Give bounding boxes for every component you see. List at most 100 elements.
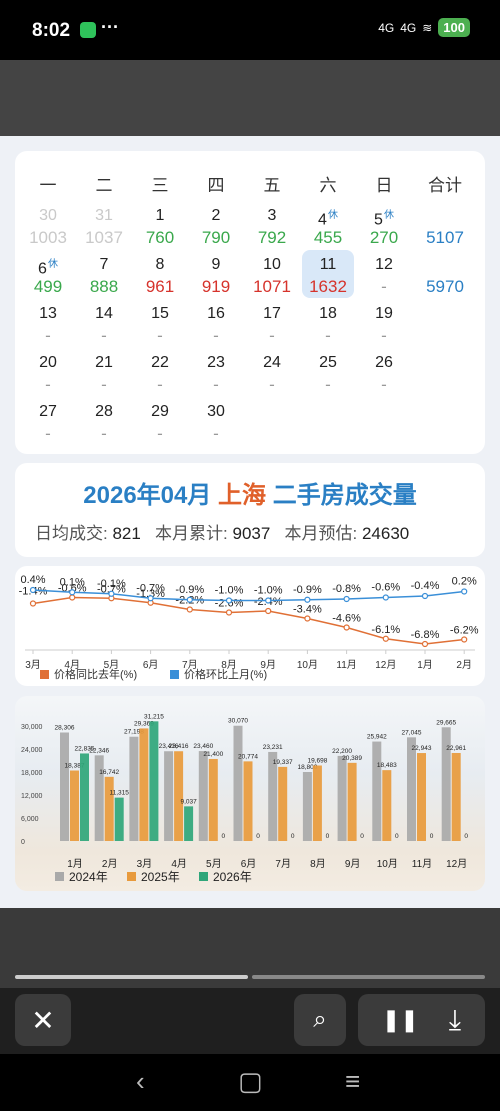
day-number: 24 [263, 354, 281, 371]
data-label: -4.6% [332, 613, 361, 625]
calendar-day[interactable]: 31 1037 [76, 206, 132, 250]
day-number: 4休 [318, 210, 338, 229]
battery-icon: 100 [438, 18, 470, 37]
bar [268, 751, 278, 841]
bar-label: 22,835 [75, 745, 95, 752]
calendar-day[interactable]: 11 1632 [300, 255, 356, 299]
calendar-day[interactable]: 6休 499 [20, 255, 76, 299]
calendar-day[interactable]: 30 1003 [20, 206, 76, 250]
calendar-day[interactable]: 13 - [20, 304, 76, 348]
calendar-day[interactable]: 30 - [188, 402, 244, 446]
day-number: 17 [263, 305, 281, 322]
calendar-day[interactable]: 25 - [300, 353, 356, 397]
back-icon[interactable]: ‹ [136, 1066, 145, 1096]
calendar-day[interactable]: 5休 270 [356, 206, 412, 250]
bar-label: 23,460 [193, 743, 213, 750]
week-total: 5970 [417, 255, 473, 299]
calendar-day[interactable]: 29 - [132, 402, 188, 446]
calendar-day[interactable]: 10 1071 [244, 255, 300, 299]
home-icon[interactable]: ▢ [238, 1066, 263, 1096]
title-date: 2026年04月 [83, 482, 212, 509]
calendar-day[interactable]: 14 - [76, 304, 132, 348]
day-number: 5休 [374, 210, 394, 229]
data-point [304, 615, 311, 622]
close-button[interactable]: ✕ [15, 994, 71, 1046]
scan-icon: ⌕ [313, 1006, 327, 1033]
calendar-card: 一二三四五六日合计 30 1003 31 1037 1 760 2 790 3 792 4休 455 5休… [15, 151, 485, 454]
data-label: -0.8% [332, 583, 361, 595]
bar [372, 741, 382, 841]
day-volume: 792 [257, 228, 287, 247]
day-number: 8 [155, 256, 165, 273]
calendar-day[interactable]: 28 - [76, 402, 132, 446]
title-city: 上海 [218, 482, 267, 509]
calendar-day[interactable]: 26 - [356, 353, 412, 397]
y-tick-label: 24,000 [21, 747, 43, 754]
day-volume: 270 [369, 228, 399, 247]
weekday-header: 三 [151, 176, 169, 195]
day-volume: - [269, 375, 275, 394]
day-volume: 790 [201, 228, 231, 247]
summary-stats: 日均成交: 821 本月累计: 9037 本月预估: 24630 [35, 519, 409, 544]
calendar-day[interactable]: 24 - [244, 353, 300, 397]
day-number: 18 [319, 305, 337, 322]
bar [208, 758, 218, 841]
shared-image-content: 一二三四五六日合计 30 1003 31 1037 1 760 2 790 3 792 4休 455 5休… [0, 136, 500, 908]
data-point [421, 592, 429, 600]
x-tick-label: 6月 [241, 858, 257, 870]
calendar-day[interactable]: 21 - [76, 353, 132, 397]
legend-label: 2026年 [213, 870, 252, 884]
calendar-day[interactable]: 8 961 [132, 255, 188, 299]
calendar-day[interactable]: 23 - [188, 353, 244, 397]
x-tick-label: 5月 [104, 659, 120, 671]
calendar-day[interactable]: 17 - [244, 304, 300, 348]
scan-button[interactable]: ⌕ [294, 994, 346, 1046]
calendar-day[interactable]: 20 - [20, 353, 76, 397]
y-tick-label: 6,000 [21, 816, 39, 823]
calendar-day[interactable]: 7 888 [76, 255, 132, 299]
day-number: 13 [39, 305, 57, 322]
bar [441, 727, 451, 841]
page-indicator-active[interactable] [15, 975, 248, 979]
bar-label: 0 [430, 833, 434, 840]
selected-day-highlight [302, 250, 354, 298]
bar-label: 19,337 [273, 759, 293, 766]
holiday-badge: 休 [383, 210, 394, 221]
data-point [343, 624, 350, 631]
calendar-day[interactable]: 16 - [188, 304, 244, 348]
day-volume: - [381, 277, 387, 296]
day-volume: 1037 [85, 228, 123, 247]
calendar-day[interactable]: 12 - [356, 255, 412, 299]
status-time: 8:02 [32, 20, 71, 41]
daily-value: 821 [112, 524, 141, 543]
calendar-day[interactable]: 27 - [20, 402, 76, 446]
calendar-day[interactable]: 15 - [132, 304, 188, 348]
calendar-day[interactable]: 22 - [132, 353, 188, 397]
day-number: 26 [375, 354, 393, 371]
page-indicator[interactable] [252, 975, 485, 979]
bar-label: 9,037 [180, 798, 197, 805]
calendar-day[interactable]: 4休 455 [300, 206, 356, 250]
bar-label: 19,698 [307, 757, 327, 764]
day-number: 6休 [38, 259, 58, 278]
calendar-day[interactable]: 19 - [356, 304, 412, 348]
calendar-day[interactable]: 18 - [300, 304, 356, 348]
calendar-day[interactable]: 3 792 [244, 206, 300, 250]
calendar-day[interactable]: 9 919 [188, 255, 244, 299]
calendar-day[interactable]: 2 790 [188, 206, 244, 250]
day-volume: - [101, 424, 107, 443]
pause-icon[interactable]: ❚❚ [381, 1007, 419, 1032]
weekday-header: 合计 [428, 176, 462, 195]
legend-label: 2025年 [141, 870, 180, 884]
day-volume: 919 [201, 277, 231, 296]
data-label: -6.2% [450, 625, 479, 637]
day-number [417, 206, 473, 226]
recents-icon[interactable]: ≡ [345, 1066, 361, 1096]
day-volume: - [325, 326, 331, 345]
signal-icon-1: 4G [378, 20, 395, 35]
download-icon[interactable]: ⤓ [448, 1003, 462, 1035]
bar-label: 25,942 [367, 734, 387, 741]
x-tick-label: 12月 [375, 659, 396, 671]
calendar-day[interactable]: 1 760 [132, 206, 188, 250]
x-tick-label: 3月 [137, 858, 153, 870]
